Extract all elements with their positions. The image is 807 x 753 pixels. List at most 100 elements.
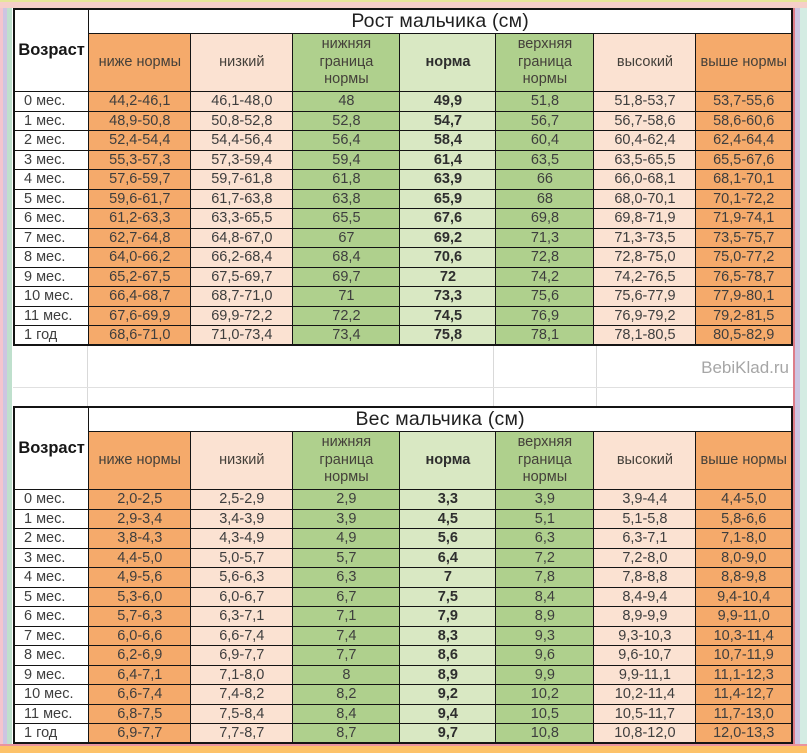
value-cell: 7,4-8,2 [190,684,294,705]
value-cell: 72,2 [292,305,401,326]
value-cell: 12,0-13,3 [695,723,793,744]
value-cell: 7,5-8,4 [190,703,294,724]
right-red-strip [793,8,795,744]
value-cell: 6,4-7,1 [88,664,192,685]
table-row: 3 мес. 4,4-5,0 5,0-5,7 5,7 6,4 7,2 7,2-8,0 8,0-… [13,547,793,568]
table-row: 11 мес. 6,8-7,5 7,5-8,4 8,4 9,4 10,5 10,5-11,7… [13,703,793,724]
value-cell: 5,1 [495,508,595,529]
value-cell: 53,7-55,6 [695,91,793,112]
age-cell: 7 мес. [13,625,90,646]
value-cell: 7,7 [292,645,401,666]
value-cell: 67 [292,227,401,248]
value-cell: 76,9 [495,305,595,326]
value-cell: 9,9 [495,664,595,685]
value-cell: 2,9 [292,489,401,510]
table-row: 1 год 68,6-71,0 71,0-73,4 73,4 75,8 78,1 78,1-… [13,325,793,346]
value-cell: 3,9 [292,508,401,529]
value-cell: 3,8-4,3 [88,528,192,549]
value-cell: 73,5-75,7 [695,227,793,248]
value-cell: 56,4 [292,130,401,151]
value-cell: 74,2-76,5 [593,266,697,287]
value-cell: 75,6 [495,286,595,307]
age-cell: 1 мес. [13,110,90,131]
value-cell: 60,4-62,4 [593,130,697,151]
bottom-orange-border [0,746,807,753]
value-cell: 7,5 [399,586,497,607]
table-row: 5 мес. 5,3-6,0 6,0-6,7 6,7 7,5 8,4 8,4-9,4 9,4-… [13,586,793,607]
column-header: низкий [190,431,294,490]
value-cell: 10,3-11,4 [695,625,793,646]
value-cell: 9,9-11,0 [695,606,793,627]
value-cell: 7,8-8,8 [593,567,697,588]
value-cell: 66,0-68,1 [593,169,697,190]
value-cell: 69,2 [399,227,497,248]
column-header: верхняя граница нормы [495,33,595,92]
value-cell: 4,4-5,0 [695,489,793,510]
age-cell: 11 мес. [13,703,90,724]
table-row: 2 мес. 52,4-54,4 54,4-56,4 56,4 58,4 60,4 60,4… [13,130,793,151]
value-cell: 79,2-81,5 [695,305,793,326]
top-pink-border [0,2,807,8]
value-cell: 8,6 [399,645,497,666]
value-cell: 71 [292,286,401,307]
value-cell: 56,7-58,6 [593,110,697,131]
column-header: ниже нормы [88,431,192,490]
table-row: 2 мес. 3,8-4,3 4,3-4,9 4,9 5,6 6,3 6,3-7,1 7,1-… [13,528,793,549]
age-cell: 0 мес. [13,489,90,510]
value-cell: 9,4-10,4 [695,586,793,607]
content-area: Возраст Рост мальчика (см) ниже нормы низки… [13,8,793,744]
age-cell: 4 мес. [13,567,90,588]
value-cell: 9,6 [495,645,595,666]
value-cell: 46,1-48,0 [190,91,294,112]
value-cell: 7,1-8,0 [190,664,294,685]
value-cell: 6,7 [292,586,401,607]
value-cell: 73,3 [399,286,497,307]
value-cell: 44,2-46,1 [88,91,192,112]
table-row: 1 год 6,9-7,7 7,7-8,7 8,7 9,7 10,8 10,8-12,0 12… [13,723,793,744]
value-cell: 71,0-73,4 [190,325,294,346]
age-cell: 8 мес. [13,645,90,666]
value-cell: 80,5-82,9 [695,325,793,346]
value-cell: 6,0-6,7 [190,586,294,607]
value-cell: 75,0-77,2 [695,247,793,268]
gap-gridline [87,346,88,406]
column-header: норма [399,431,497,490]
value-cell: 49,9 [399,91,497,112]
value-cell: 8,4 [292,703,401,724]
value-cell: 67,5-69,7 [190,266,294,287]
value-cell: 9,4 [399,703,497,724]
top-yellow-border [0,0,807,2]
value-cell: 65,9 [399,188,497,209]
value-cell: 6,9-7,7 [190,645,294,666]
age-cell: 2 мес. [13,528,90,549]
value-cell: 10,8 [495,723,595,744]
age-cell: 9 мес. [13,664,90,685]
value-cell: 5,6-6,3 [190,567,294,588]
value-cell: 8,4 [495,586,595,607]
value-cell: 10,2 [495,684,595,705]
table-row: 5 мес. 59,6-61,7 61,7-63,8 63,8 65,9 68 68,0-7… [13,188,793,209]
value-cell: 55,3-57,3 [88,149,192,170]
value-cell: 75,6-77,9 [593,286,697,307]
value-cell: 51,8-53,7 [593,91,697,112]
gap-gridline [493,346,494,406]
value-cell: 63,5-65,5 [593,149,697,170]
value-cell: 8,7 [292,723,401,744]
table-row: 10 мес. 6,6-7,4 7,4-8,2 8,2 9,2 10,2 10,2-11,4… [13,684,793,705]
value-cell: 72 [399,266,497,287]
table-row: 7 мес. 62,7-64,8 64,8-67,0 67 69,2 71,3 71,3-7… [13,227,793,248]
value-cell: 8,9-9,9 [593,606,697,627]
value-cell: 2,0-2,5 [88,489,192,510]
value-cell: 65,2-67,5 [88,266,192,287]
value-cell: 3,4-3,9 [190,508,294,529]
value-cell: 7,4 [292,625,401,646]
value-cell: 9,6-10,7 [593,645,697,666]
value-cell: 8,8-9,8 [695,567,793,588]
value-cell: 61,4 [399,149,497,170]
value-cell: 4,3-4,9 [190,528,294,549]
value-cell: 61,2-63,3 [88,208,192,229]
height-table-body: Возраст Рост мальчика (см) ниже нормы низки… [13,8,793,346]
age-cell: 6 мес. [13,606,90,627]
value-cell: 52,4-54,4 [88,130,192,151]
column-header: низкий [190,33,294,92]
